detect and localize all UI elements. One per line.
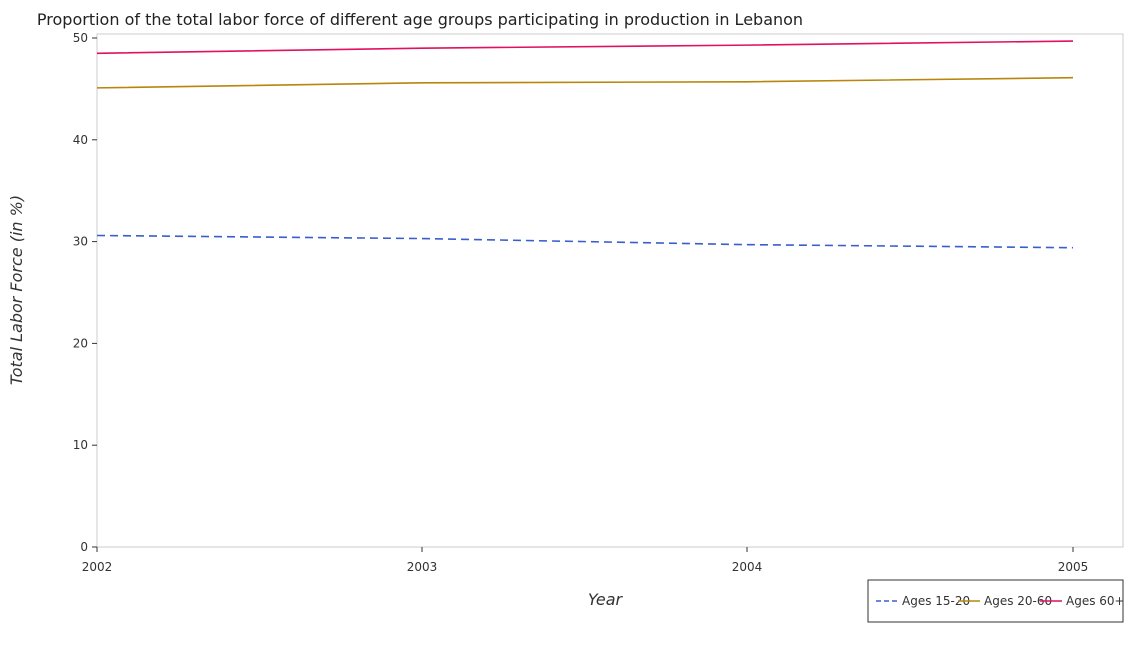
y-axis-label: Total Labor Force (in %) xyxy=(7,195,26,385)
y-tick-label: 10 xyxy=(73,438,88,452)
y-axis: 0 10 20 30 40 50 xyxy=(73,31,97,554)
series-line-ages-60- xyxy=(96,40,1074,55)
y-tick-label: 0 xyxy=(80,540,88,554)
x-tick-label: 2004 xyxy=(732,560,763,574)
series-line-ages-15-20 xyxy=(96,234,1074,249)
legend-label: Ages 20-60 xyxy=(984,594,1052,608)
x-tick-label: 2002 xyxy=(82,560,113,574)
x-axis-label: Year xyxy=(588,590,624,609)
y-tick-label: 20 xyxy=(73,336,88,350)
plot-area xyxy=(96,33,1124,548)
y-tick-label: 40 xyxy=(73,133,88,147)
y-tick-label: 50 xyxy=(73,31,88,45)
x-tick-label: 2003 xyxy=(407,560,438,574)
legend: Ages 15-20 Ages 20-60 Ages 60+ xyxy=(867,579,1125,623)
series-layer xyxy=(96,40,1074,249)
series-line-ages-20-60 xyxy=(96,76,1074,89)
legend-box xyxy=(867,579,1124,623)
legend-label: Ages 60+ xyxy=(1066,594,1125,608)
x-tick-label: 2005 xyxy=(1058,560,1089,574)
y-tick-label: 30 xyxy=(73,235,88,249)
legend-label: Ages 15-20 xyxy=(902,594,970,608)
chart-title: Proportion of the total labor force of d… xyxy=(37,10,803,29)
x-axis: 2002 2003 2004 2005 xyxy=(82,547,1089,574)
